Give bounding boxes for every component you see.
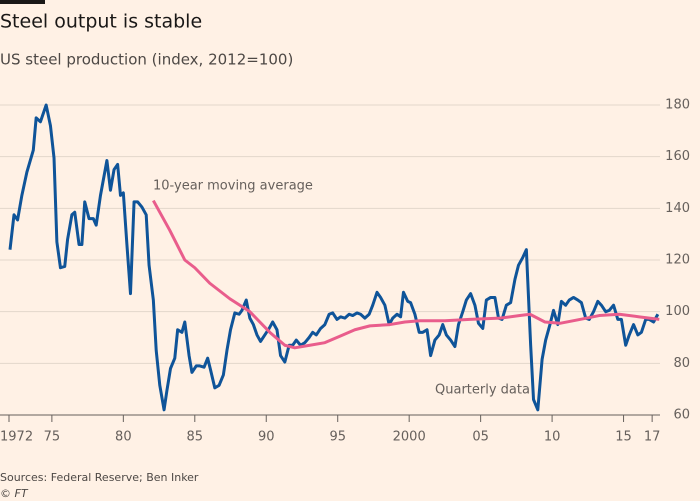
y-tick-label: 100 [665,304,690,319]
x-tick-label: 10 [544,430,561,445]
x-tick-label: 1972 [0,430,33,445]
y-tick-label: 120 [665,253,690,268]
y-tick-label: 60 [673,408,690,423]
x-tick-label: 90 [258,430,275,445]
series-line [8,103,660,412]
x-tick-label: 80 [115,430,132,445]
source: Sources: Federal Reserve; Ben Inker [0,471,199,484]
annotation: Quarterly data [435,383,530,398]
credit: © FT [0,487,29,500]
y-tick-label: 160 [665,149,690,164]
x-tick-label: 2000 [393,430,426,445]
y-tick-label: 140 [665,201,690,216]
x-tick-label: 85 [187,430,204,445]
chart-subtitle: US steel production (index, 2012=100) [0,51,293,69]
x-tick-label: 17 [644,430,661,445]
brand-bar [0,0,45,4]
annotation: 10-year moving average [153,179,313,194]
chart-title: Steel output is stable [0,11,202,33]
x-tick-label: 05 [472,430,489,445]
series-line [152,199,660,350]
y-tick-label: 80 [673,356,690,371]
x-tick-label: 15 [615,430,632,445]
x-tick-label: 75 [44,430,61,445]
x-tick-label: 95 [329,430,346,445]
y-tick-label: 180 [665,98,690,113]
